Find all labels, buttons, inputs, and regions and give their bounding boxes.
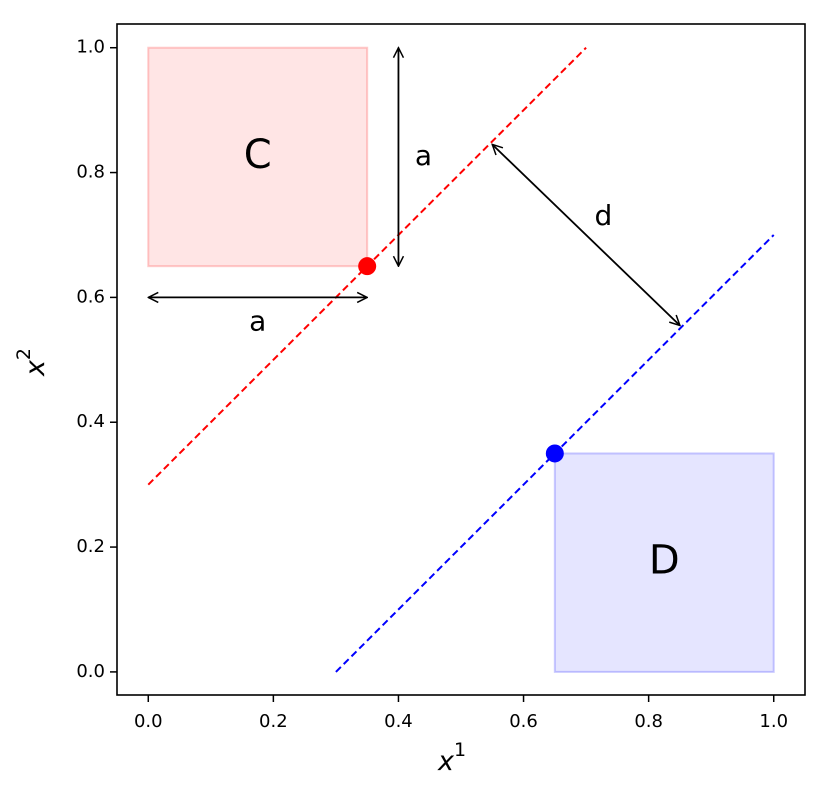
region-label: D xyxy=(649,538,680,584)
y-axis-label-sup: 2 xyxy=(13,348,35,360)
y-tick-label: 0.0 xyxy=(76,661,105,682)
x-tick-label: 0.0 xyxy=(134,711,163,732)
y-axis-label: x2 xyxy=(13,348,51,377)
arrow xyxy=(492,144,680,325)
x-tick-label: 0.6 xyxy=(509,711,538,732)
y-tick-label: 0.2 xyxy=(76,536,105,557)
region-label: C xyxy=(244,132,272,178)
x-axis-label-sup: 1 xyxy=(454,739,466,761)
x-axis-label: x1 xyxy=(437,739,466,777)
y-tick-label: 0.6 xyxy=(76,286,105,307)
plot-frame xyxy=(116,23,806,696)
arrow-label: a xyxy=(415,139,432,172)
arrow-label: d xyxy=(595,199,613,232)
y-tick-label: 0.8 xyxy=(76,162,105,183)
region xyxy=(147,46,369,268)
y-tick-label: 0.4 xyxy=(76,411,105,432)
x-axis-label-base: x xyxy=(437,746,455,777)
arrow-label: a xyxy=(249,304,266,337)
point xyxy=(545,444,564,463)
x-tick-label: 0.8 xyxy=(634,711,663,732)
x-tick-label: 0.2 xyxy=(259,711,288,732)
point xyxy=(358,257,377,276)
region xyxy=(553,452,775,673)
y-axis-label-base: x xyxy=(20,359,51,377)
x-tick-label: 0.4 xyxy=(384,711,413,732)
x-tick-label: 1.0 xyxy=(759,711,788,732)
y-tick-label: 1.0 xyxy=(76,37,105,58)
